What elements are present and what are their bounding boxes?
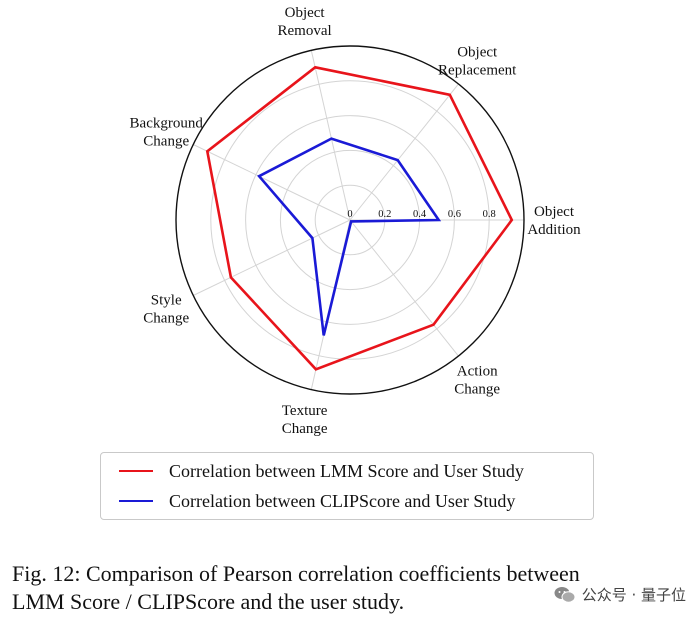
axis-label-4-line-0: Style — [151, 293, 182, 309]
outer-frame — [175, 45, 525, 395]
caption-line-1: Fig. 12: Comparison of Pearson correlati… — [12, 561, 580, 586]
series-1-polygon — [257, 137, 442, 336]
radial-tick-label-0: 0 — [347, 209, 352, 220]
legend-label-clipscore: Correlation between CLIPScore and User S… — [169, 490, 516, 511]
radar-chart: 0 0.2 0.4 0.6 0.8 Object Addition Object Replace… — [130, 5, 582, 437]
radial-tick-label-2: 0.4 — [413, 209, 427, 220]
axis-label-1-line-0: Object — [457, 45, 498, 61]
axis-label-5-line-0: Texture — [282, 403, 328, 419]
axis-label-1-line-1: Replacement — [438, 63, 517, 79]
wechat-icon — [554, 586, 576, 603]
legend-swatch-lmm — [119, 470, 153, 472]
legend-label-lmm: Correlation between LMM Score and User S… — [169, 460, 524, 481]
radar-grid — [175, 45, 525, 395]
radial-tick-label-4: 0.8 — [483, 209, 496, 220]
axis-label-2-line-1: Removal — [278, 23, 332, 39]
axis-label-0-line-1: Addition — [527, 222, 581, 238]
axis-label-0-line-0: Object — [534, 204, 575, 220]
axis-label-6-line-1: Change — [454, 381, 500, 397]
grid-spoke-1 — [349, 83, 459, 221]
watermark-text: 公众号 · 量子位 — [581, 586, 686, 604]
axis-label-3-line-0: Background — [130, 115, 204, 131]
grid-spoke-4 — [193, 219, 351, 296]
radar-labels: 0 0.2 0.4 0.6 0.8 Object Addition Object Replace… — [130, 5, 582, 437]
legend-swatch-clipscore — [119, 500, 153, 502]
radar-series — [205, 65, 514, 371]
radial-tick-label-3: 0.6 — [448, 209, 461, 220]
grid-spoke-2 — [310, 50, 351, 221]
radial-tick-label-1: 0.2 — [378, 209, 391, 220]
axis-label-2-line-0: Object — [285, 5, 326, 21]
legend-item-lmm: Correlation between LMM Score and User S… — [119, 459, 524, 483]
axis-label-4-line-1: Change — [143, 311, 189, 327]
axis-label-6-line-0: Action — [457, 363, 498, 379]
axis-label-5-line-1: Change — [282, 421, 328, 437]
legend-item-clipscore: Correlation between CLIPScore and User S… — [119, 489, 515, 513]
caption-line-2: LMM Score / CLIPScore and the user study… — [12, 589, 405, 614]
watermark: 公众号 · 量子位 — [554, 584, 686, 605]
series-0-polygon — [205, 65, 514, 371]
grid-spoke-6 — [349, 219, 459, 357]
figure-caption: Fig. 12: Comparison of Pearson correlati… — [12, 560, 694, 616]
grid-spoke-3 — [193, 144, 351, 221]
axis-label-3-line-1: Change — [143, 133, 189, 149]
chart-legend: Correlation between LMM Score and User S… — [100, 452, 594, 520]
